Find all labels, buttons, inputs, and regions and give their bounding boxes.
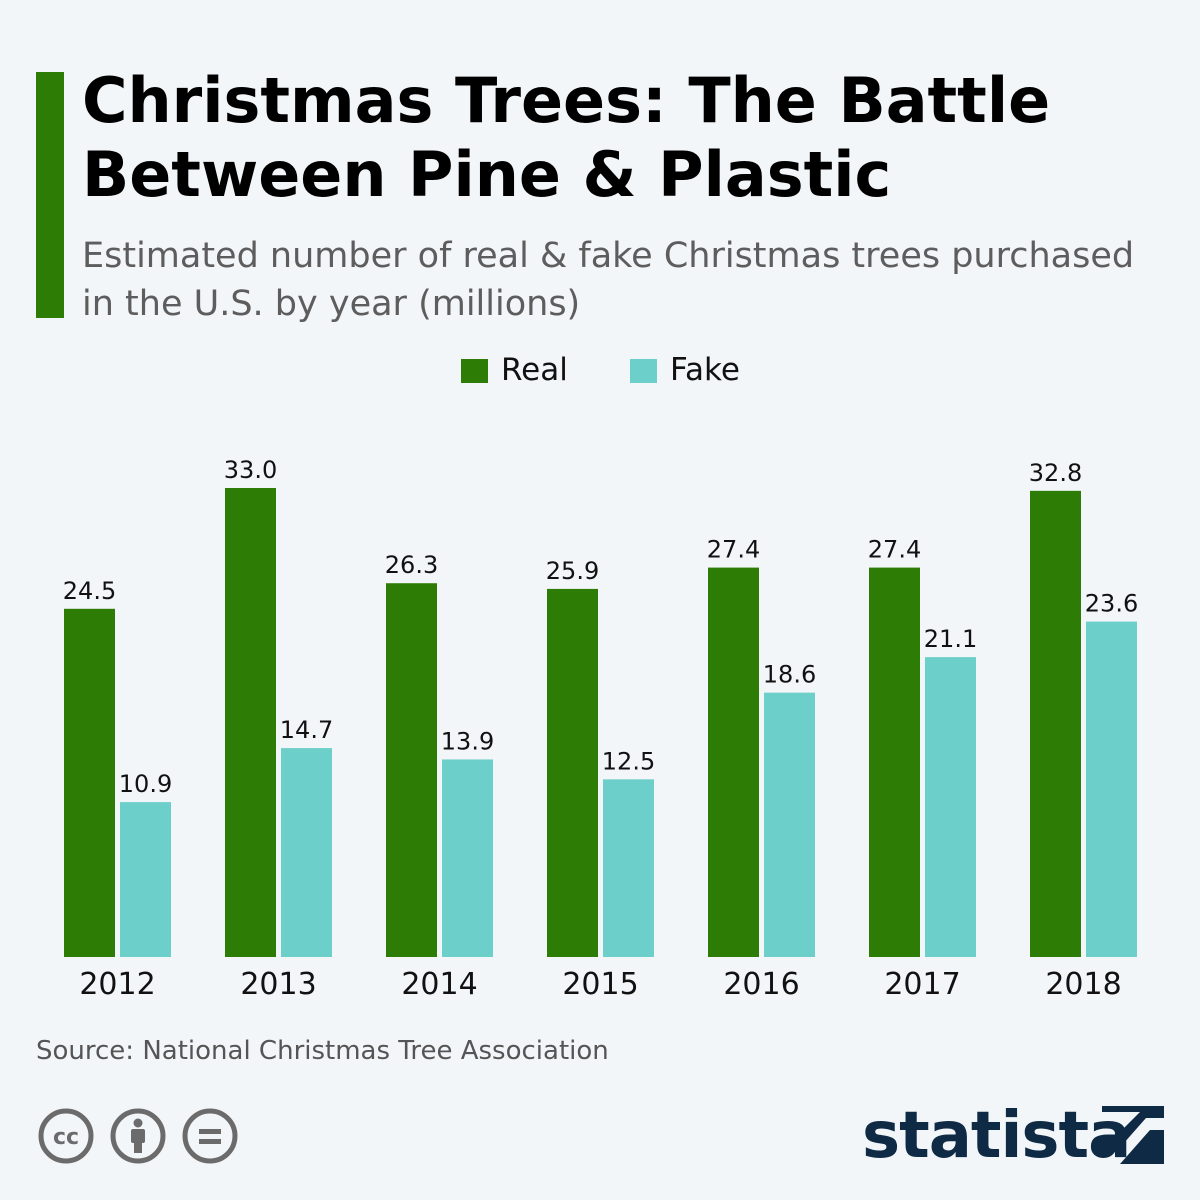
x-tick-label-2015: 2015 [562, 967, 638, 1002]
data-label-fake-2015: 12.5 [602, 747, 655, 775]
license-icons: cc [36, 1106, 246, 1166]
legend-label-real: Real [501, 352, 568, 388]
statista-logo-icon [1102, 1106, 1164, 1164]
source-note: Source: National Christmas Tree Associat… [36, 1036, 609, 1066]
legend-swatch-real [461, 359, 488, 383]
x-tick-label-2014: 2014 [401, 967, 477, 1002]
bar-fake-2015 [603, 779, 654, 957]
bar-chart: 24.5 10.9 2012 33.0 14.7 2013 26.3 13.9 2014 25.9… [63, 456, 1138, 1002]
data-label-real-2012: 24.5 [63, 577, 116, 605]
bar-real-2017 [869, 567, 920, 957]
bar-real-2018 [1030, 490, 1081, 957]
bar-real-2013 [225, 488, 276, 957]
legend-swatch-fake [630, 359, 657, 383]
chart-title: Christmas Trees: The Battle Between Pine… [82, 64, 1051, 211]
title-accent-bar [36, 72, 64, 318]
data-label-fake-2017: 21.1 [924, 625, 977, 653]
legend-label-fake: Fake [670, 352, 740, 388]
bar-real-2015 [547, 588, 598, 957]
data-label-fake-2012: 10.9 [119, 770, 172, 798]
data-label-real-2013: 33.0 [224, 456, 277, 484]
bar-real-2016 [708, 567, 759, 957]
bar-fake-2017 [925, 657, 976, 957]
chart-subtitle: Estimated number of real & fake Christma… [82, 236, 1135, 324]
bar-fake-2014 [442, 759, 493, 957]
legend: Real Fake [0, 350, 1200, 390]
data-label-fake-2013: 14.7 [280, 716, 333, 744]
bar-fake-2018 [1086, 621, 1137, 957]
creative-commons-icon: cc [38, 1108, 94, 1164]
bar-real-2014 [386, 583, 437, 957]
bar-fake-2012 [120, 802, 171, 957]
x-tick-label-2013: 2013 [240, 967, 316, 1002]
data-label-real-2014: 26.3 [385, 551, 438, 579]
bar-fake-2016 [764, 692, 815, 957]
data-label-fake-2014: 13.9 [441, 727, 494, 755]
x-tick-label-2017: 2017 [884, 967, 960, 1002]
data-label-real-2017: 27.4 [868, 536, 921, 564]
data-label-real-2018: 32.8 [1029, 459, 1082, 487]
bar-fake-2013 [281, 748, 332, 957]
attribution-icon [110, 1108, 166, 1164]
bar-real-2012 [64, 608, 115, 957]
no-derivatives-icon [182, 1108, 238, 1164]
x-tick-label-2018: 2018 [1045, 967, 1121, 1002]
data-label-fake-2016: 18.6 [763, 661, 816, 689]
svg-text:cc: cc [53, 1125, 79, 1150]
statista-wordmark: statista [862, 1099, 1131, 1173]
x-tick-label-2016: 2016 [723, 967, 799, 1002]
data-label-real-2016: 27.4 [707, 536, 760, 564]
x-tick-label-2012: 2012 [79, 967, 155, 1002]
data-label-fake-2018: 23.6 [1085, 590, 1138, 618]
data-label-real-2015: 25.9 [546, 557, 599, 585]
